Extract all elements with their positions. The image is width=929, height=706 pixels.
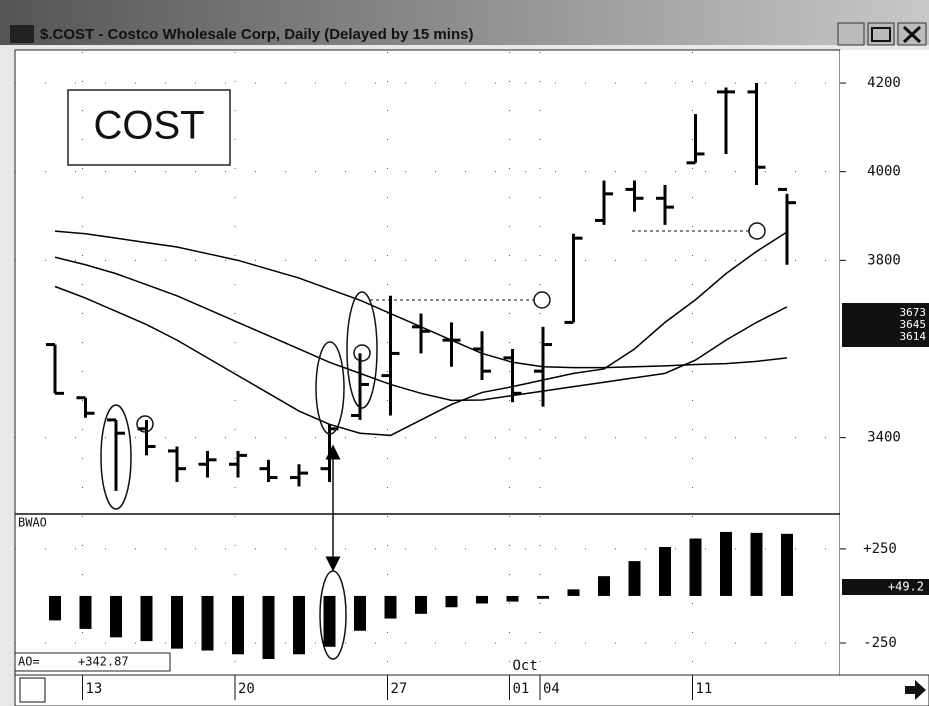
scroll-arrow[interactable] — [905, 680, 926, 700]
y-tick-label: -250 — [863, 635, 897, 651]
histogram-bar — [415, 595, 427, 614]
histogram-bar — [140, 595, 153, 642]
histogram-bar — [659, 547, 671, 596]
histogram-bar — [79, 595, 92, 629]
x-tick-label: 13 — [86, 681, 103, 697]
moving-average-line — [54, 231, 788, 437]
last-value-label: 3614 — [900, 330, 927, 343]
readout-box — [14, 652, 171, 672]
histogram-bar — [537, 595, 549, 599]
indicator-label: BWAO — [18, 516, 47, 530]
histogram-bar — [506, 595, 519, 602]
histogram-bar — [49, 595, 61, 621]
histogram-bar — [354, 595, 366, 631]
y-tick-label: +250 — [863, 541, 897, 557]
title-bar — [0, 0, 929, 45]
maximize-icon — [871, 27, 891, 42]
symbol-label: COST — [93, 104, 204, 148]
histogram-bar — [323, 595, 336, 647]
corner-box — [19, 677, 46, 703]
month-label: Oct — [513, 658, 538, 674]
histogram-bar — [598, 576, 610, 596]
histogram-bar — [110, 595, 122, 638]
x-tick-label: 11 — [696, 681, 713, 697]
histogram-bar — [689, 538, 702, 596]
marks: 3400 3800 4000 4200 13 20 27 01 Oct 04 11 367336453… — [15, 52, 929, 700]
annotation-ellipse — [315, 341, 345, 435]
date-axis-area — [14, 674, 929, 706]
y-tick-label: 3800 — [867, 252, 901, 268]
y-tick-label: 4200 — [867, 75, 901, 91]
annotation-ellipse — [346, 291, 378, 409]
window-title: $.COST - Costco Wholesale Corp, Daily (D… — [40, 26, 473, 43]
histogram-bar — [293, 595, 305, 655]
last-value-label: 3673 — [900, 306, 927, 319]
last-value-label: +49.2 — [888, 580, 924, 594]
histogram-bar — [445, 595, 458, 608]
last-value-badge — [842, 579, 929, 595]
window-icon — [10, 25, 34, 43]
histogram-bar — [476, 595, 488, 604]
readout-label: AO= — [18, 655, 40, 669]
x-tick-label: 27 — [391, 681, 408, 697]
axis-area — [840, 50, 929, 675]
minimize-button[interactable] — [837, 22, 865, 46]
x-tick-label: 01 — [513, 681, 530, 697]
annotation-circle — [353, 344, 371, 362]
histogram-bar — [232, 595, 244, 655]
close-icon — [902, 25, 922, 44]
histogram-bar — [262, 595, 275, 659]
x-tick-label: 20 — [238, 681, 255, 697]
y-tick-label: 4000 — [867, 164, 901, 180]
annotation-ellipse — [100, 404, 132, 510]
last-value-badge — [842, 303, 929, 347]
annotation-circle — [136, 415, 154, 433]
moving-average-line — [54, 256, 788, 402]
histogram-bar — [171, 595, 183, 649]
histogram-bar — [781, 533, 793, 596]
histogram-bar — [384, 595, 397, 619]
y-tick-label: 3400 — [867, 430, 901, 446]
last-value-label: 3645 — [900, 318, 927, 331]
symbol-box — [67, 89, 231, 166]
histogram-bar — [628, 561, 641, 596]
histogram-bar — [720, 531, 732, 596]
histogram-bar — [201, 595, 214, 651]
histogram-bar — [750, 532, 763, 596]
histogram-bar — [567, 589, 580, 596]
annotations — [100, 222, 766, 660]
readout-value: +342.87 — [78, 655, 129, 669]
x-tick-label: 04 — [543, 681, 560, 697]
